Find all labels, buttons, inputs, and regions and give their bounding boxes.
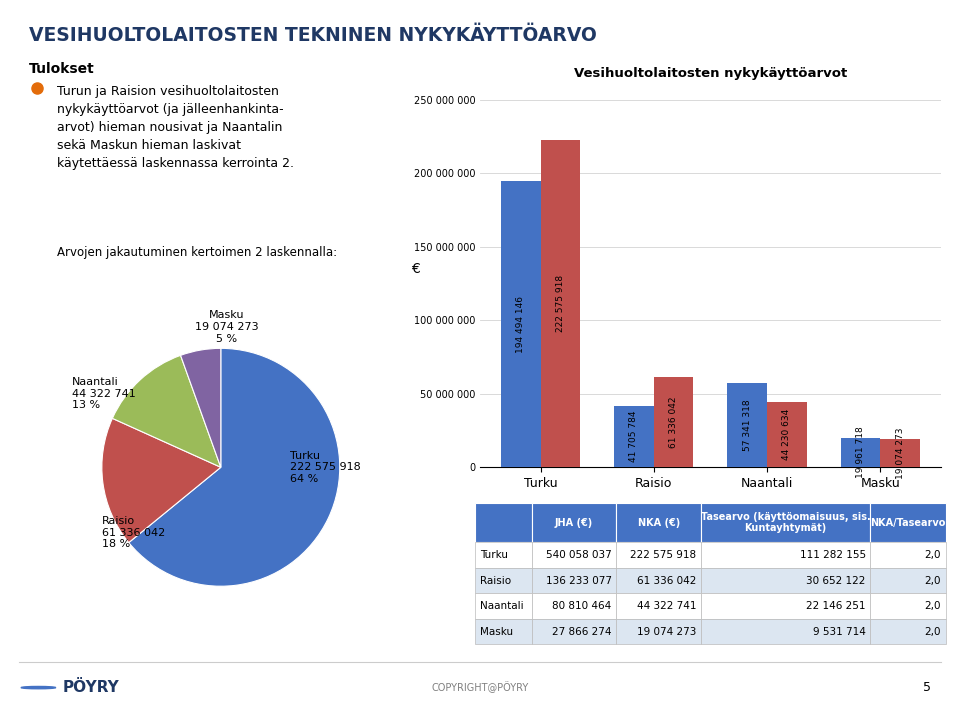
Bar [616,568,701,593]
Text: 540 058 037: 540 058 037 [546,550,612,560]
Bar [614,406,654,467]
Text: Turku
222 575 918
64 %: Turku 222 575 918 64 % [290,451,361,484]
Text: 80 810 464: 80 810 464 [552,601,612,611]
Bar [616,619,701,644]
Wedge shape [180,348,221,467]
Text: Naantali: Naantali [480,601,523,611]
Bar [475,568,532,593]
Text: Raisio
61 336 042
18 %: Raisio 61 336 042 18 % [102,516,165,549]
Bar [532,503,616,542]
Text: PÖYRY: PÖYRY [62,680,119,695]
Text: 44 322 741: 44 322 741 [636,601,696,611]
Text: 41 705 784: 41 705 784 [630,411,638,462]
Bar [616,593,701,619]
Wedge shape [102,418,221,542]
Text: 30 652 122: 30 652 122 [806,576,866,586]
Text: 222 575 918: 222 575 918 [630,550,696,560]
Bar [701,568,871,593]
Bar [532,619,616,644]
Bar [540,140,580,467]
Legend: Kuntien määrittelemät kaivantometrin hinnat, Laskennalliset hinnat (kerroin 2): Kuntien määrittelemät kaivantometrin hin… [498,506,923,524]
Bar [701,503,871,542]
Bar [616,542,701,568]
Wedge shape [112,355,221,467]
Bar [841,438,880,467]
Bar [701,542,871,568]
Text: Masku
19 074 273
5 %: Masku 19 074 273 5 % [195,310,258,343]
Text: Tasearvo (käyttöomaisuus, sis.
Kuntayhtymät): Tasearvo (käyttöomaisuus, sis. Kuntayhty… [701,512,871,533]
Text: 61 336 042: 61 336 042 [636,576,696,586]
Text: COPYRIGHT@PÖYRY: COPYRIGHT@PÖYRY [431,682,529,694]
Bar [475,542,532,568]
Bar [728,383,767,467]
Text: Arvojen jakautuminen kertoimen 2 laskennalla:: Arvojen jakautuminen kertoimen 2 laskenn… [57,246,337,259]
Text: 2,0: 2,0 [924,601,941,611]
Text: JHA (€): JHA (€) [555,518,593,527]
Text: Naantali
44 322 741
13 %: Naantali 44 322 741 13 % [72,377,136,410]
Title: Vesihuoltolaitosten nykykäyttöarvot: Vesihuoltolaitosten nykykäyttöarvot [574,67,847,79]
Text: 2,0: 2,0 [924,550,941,560]
Bar [654,377,693,467]
Text: 19 074 273: 19 074 273 [896,428,904,479]
Text: Tulokset: Tulokset [29,62,94,76]
Text: 2,0: 2,0 [924,627,941,636]
Text: 19 961 718: 19 961 718 [856,427,865,479]
Bar [501,181,540,467]
Bar [871,542,946,568]
Text: 57 341 318: 57 341 318 [743,399,752,451]
Text: 222 575 918: 222 575 918 [556,275,564,332]
Bar [532,542,616,568]
Text: NKA/Tasearvo: NKA/Tasearvo [871,518,946,527]
Text: 61 336 042: 61 336 042 [669,396,678,448]
Text: 27 866 274: 27 866 274 [552,627,612,636]
Text: Raisio: Raisio [480,576,511,586]
Bar [767,402,806,467]
Text: 22 146 251: 22 146 251 [806,601,866,611]
Text: VESIHUOLTOLAITOSTEN TEKNINEN NYKYKÄYTTÖARVO: VESIHUOLTOLAITOSTEN TEKNINEN NYKYKÄYTTÖA… [29,26,597,45]
Text: 9 531 714: 9 531 714 [813,627,866,636]
Bar [871,619,946,644]
Circle shape [21,687,56,689]
Text: 44 230 634: 44 230 634 [782,409,791,460]
Bar [532,593,616,619]
Bar [871,593,946,619]
Text: 111 282 155: 111 282 155 [800,550,866,560]
Text: 5: 5 [924,681,931,694]
Bar [701,619,871,644]
Text: NKA (€): NKA (€) [637,518,680,527]
Bar [880,439,920,467]
Text: 194 494 146: 194 494 146 [516,296,525,353]
Text: Masku: Masku [480,627,513,636]
Text: Turun ja Raision vesihuoltolaitosten
nykykäyttöarvot (ja jälleenhankinta-
arvot): Turun ja Raision vesihuoltolaitosten nyk… [57,85,294,170]
Wedge shape [129,348,340,586]
Bar [871,568,946,593]
Bar [475,503,532,542]
Text: 136 233 077: 136 233 077 [545,576,612,586]
Bar [871,503,946,542]
Y-axis label: €: € [411,262,420,276]
Bar [475,593,532,619]
Text: 2,0: 2,0 [924,576,941,586]
Bar [616,503,701,542]
Bar [532,568,616,593]
Text: 19 074 273: 19 074 273 [636,627,696,636]
Bar [475,619,532,644]
Text: Turku: Turku [480,550,508,560]
Bar [701,593,871,619]
